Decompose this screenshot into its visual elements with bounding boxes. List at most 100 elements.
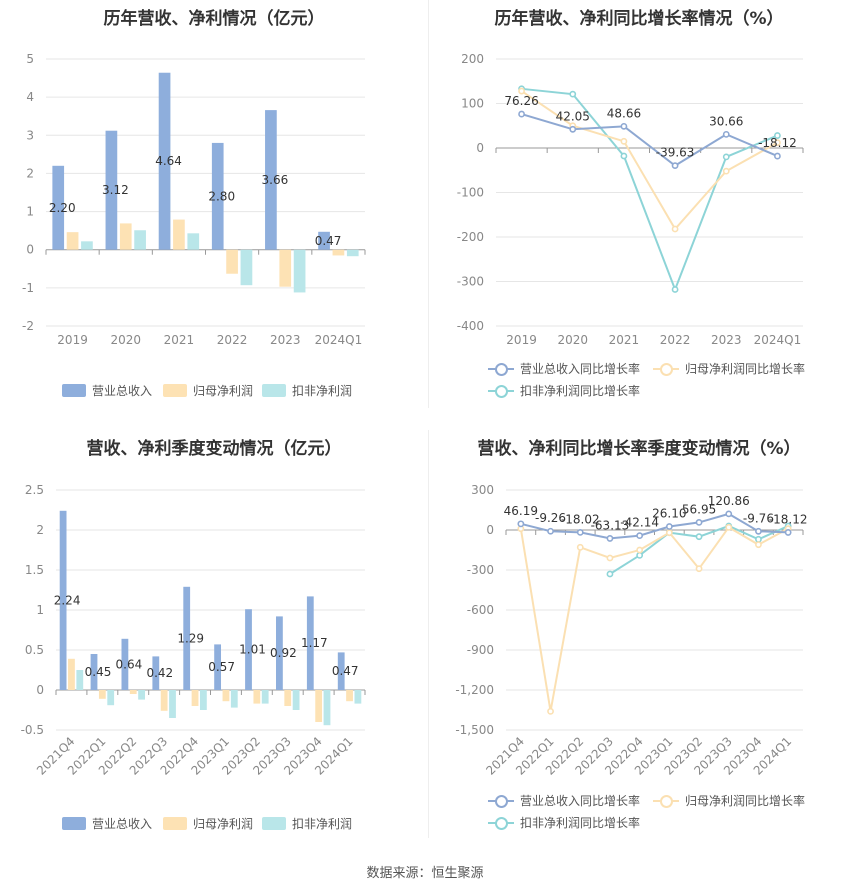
y-tick-label: -0.5 [21, 723, 44, 737]
legend-item-deducted-profit[interactable]: 扣非净利润 [262, 815, 352, 832]
bar [292, 690, 300, 710]
legend-item-deducted-growth[interactable]: 扣非净利润同比增长率 [488, 814, 640, 831]
data-point [517, 520, 525, 528]
data-point [725, 523, 733, 531]
data-point [722, 153, 730, 161]
legend-label: 扣非净利润同比增长率 [520, 384, 641, 398]
divider [428, 430, 429, 838]
data-point [722, 130, 730, 138]
legend-item-net-profit[interactable]: 归母净利润 [163, 815, 253, 832]
data-point [636, 532, 644, 540]
legend-label: 归母净利润 [193, 817, 254, 831]
y-tick-label: 1 [26, 205, 34, 219]
bar [158, 72, 171, 250]
data-point [774, 132, 781, 139]
legend-swatch [163, 817, 187, 830]
data-label: 30.66 [709, 114, 743, 128]
chart-title: 营收、净利同比增长率季度变动情况（%） [477, 439, 801, 459]
bar [107, 690, 115, 706]
data-point [620, 137, 628, 145]
bar [230, 690, 238, 708]
series-line [519, 526, 789, 712]
y-tick-label: 5 [26, 52, 34, 66]
data-point [576, 529, 584, 536]
bar [191, 690, 199, 706]
bar [346, 249, 359, 257]
y-tick-label: -400 [457, 319, 484, 333]
chart-title: 历年营收、净利同比增长率情况（%） [494, 9, 784, 29]
data-point [755, 535, 762, 543]
data-point [518, 110, 525, 118]
quarterly-growth-plot: 3000-300-600-900-1,200-1,5002021Q42022Q1… [455, 483, 808, 778]
legend-item-revenue[interactable]: 营业总收入 [62, 815, 152, 832]
legend-label: 扣非净利润 [292, 817, 353, 831]
bar [346, 690, 353, 702]
legend-item-revenue-growth[interactable]: 营业总收入同比增长率 [488, 360, 640, 377]
bar [265, 110, 277, 250]
data-label: 46.19 [504, 504, 538, 518]
data-label: 76.26 [504, 94, 538, 108]
data-label: 0.92 [270, 646, 297, 660]
x-tick-label: 2021 [609, 333, 640, 347]
bar [245, 609, 252, 690]
data-point [547, 527, 554, 535]
data-point [695, 565, 703, 573]
data-label: 0.57 [208, 660, 235, 674]
legend-label: 营业总收入 [92, 817, 153, 831]
data-label: 0.47 [332, 664, 359, 678]
legend-label: 归母净利润同比增长率 [685, 362, 806, 376]
data-label: -39.63 [656, 146, 695, 160]
y-tick-label: 1.5 [25, 563, 44, 577]
data-label: 56.95 [682, 502, 716, 516]
bar [187, 233, 200, 250]
bar [261, 690, 269, 704]
legend-swatch [62, 384, 86, 397]
data-point [636, 551, 644, 559]
data-point [695, 519, 703, 526]
bar [134, 230, 146, 250]
y-tick-label: -900 [467, 643, 494, 657]
annual-amount-plot: 5 4 3 2 1 0 -1 -2 2019 2020 2021 2022 2023 2024Q1 2.20… [22, 52, 366, 347]
bar [90, 654, 98, 690]
data-point [665, 523, 673, 530]
bar [214, 644, 222, 690]
data-label: 120.86 [708, 494, 750, 508]
bar [211, 142, 224, 250]
annual-growth-plot: 200 100 0 -100 -200 -300 -400 2019 2020 2021 2022 2… [457, 52, 804, 347]
data-label: -63.13 [591, 518, 630, 532]
bar [183, 586, 191, 690]
y-tick-label: -1 [22, 281, 34, 295]
y-tick-label: -300 [457, 275, 484, 289]
data-label: -18.12 [769, 512, 808, 526]
bar [173, 219, 185, 250]
bar [293, 249, 306, 293]
legend-item-net-growth[interactable]: 归母净利润同比增长率 [653, 792, 805, 809]
legend-item-deducted-profit[interactable]: 扣非净利润 [262, 382, 352, 399]
data-label: 0.45 [85, 665, 112, 679]
data-label: 2.24 [54, 593, 81, 607]
bar [240, 249, 253, 286]
data-label: 26.10 [652, 507, 686, 521]
data-label: 1.01 [239, 643, 266, 657]
x-tick-label: 2024Q1 [754, 333, 802, 347]
y-tick-label: -1,200 [455, 683, 494, 697]
data-label: 48.66 [607, 106, 641, 120]
data-label: 0.42 [146, 666, 173, 680]
y-tick-label: 0 [486, 523, 494, 537]
y-tick-label: -2 [22, 319, 34, 333]
data-point [576, 543, 584, 551]
legend-item-net-profit[interactable]: 归母净利润 [163, 382, 253, 399]
legend-item-revenue[interactable]: 营业总收入 [62, 382, 152, 399]
bar [337, 652, 345, 690]
y-tick-label: 3 [26, 128, 34, 142]
legend-swatch [62, 817, 86, 830]
legend-item-revenue-growth[interactable]: 营业总收入同比增长率 [488, 792, 640, 809]
x-tick-label: 2021 [164, 333, 195, 347]
data-point [606, 535, 614, 542]
data-label: 2.80 [208, 189, 235, 203]
y-tick-label: 300 [471, 483, 494, 497]
quarterly-growth-chart: 营收、净利同比增长率季度变动情况（%） 300 0 -300 -600 -900 -1,2… [428, 430, 850, 850]
y-tick-label: 4 [26, 90, 34, 104]
legend-item-deducted-growth[interactable]: 扣非净利润同比增长率 [488, 382, 640, 399]
legend-item-net-growth[interactable]: 归母净利润同比增长率 [653, 360, 805, 377]
